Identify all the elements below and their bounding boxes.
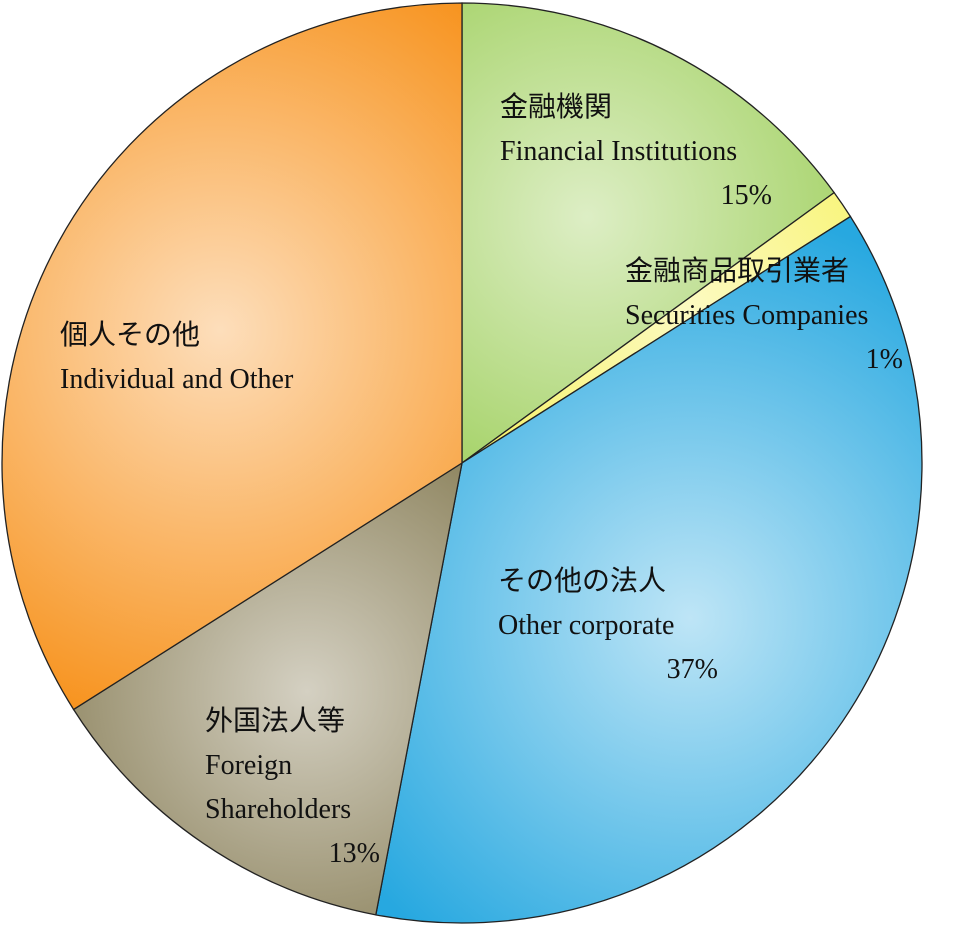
label-en: Other corporate [498, 610, 675, 641]
slice-label: 個人その他 Individual and Other [60, 314, 390, 402]
label-ja: その他の法人 [498, 566, 667, 597]
pie-slice [1, 2, 463, 711]
slice-label: 外国法人等 Foreign Shareholders 13% [205, 700, 380, 876]
label-ja: 金融機関 [500, 92, 613, 123]
label-en: Foreign Shareholders [205, 750, 352, 825]
percent-label: 1% [865, 344, 903, 375]
slice-label: 金融商品取引業者 Securities Companies 1% [625, 250, 903, 382]
percent-label: 15% [720, 180, 772, 211]
percent-label: 13% [328, 838, 380, 869]
pie-slice [461, 2, 836, 465]
label-ja: 金融商品取引業者 [625, 256, 850, 287]
label-ja: 外国法人等 [205, 706, 346, 737]
pie-slice [72, 461, 463, 916]
percent-label: 37% [666, 654, 718, 685]
label-ja: 個人その他 [60, 320, 201, 351]
label-en: Individual and Other [60, 364, 294, 395]
pie-slice [375, 215, 923, 924]
label-en: Financial Institutions [500, 136, 738, 167]
slice-label: その他の法人 Other corporate 37% [498, 560, 718, 692]
slice-label: 金融機関 Financial Institutions 15% [500, 86, 772, 218]
label-en: Securities Companies [625, 300, 869, 331]
